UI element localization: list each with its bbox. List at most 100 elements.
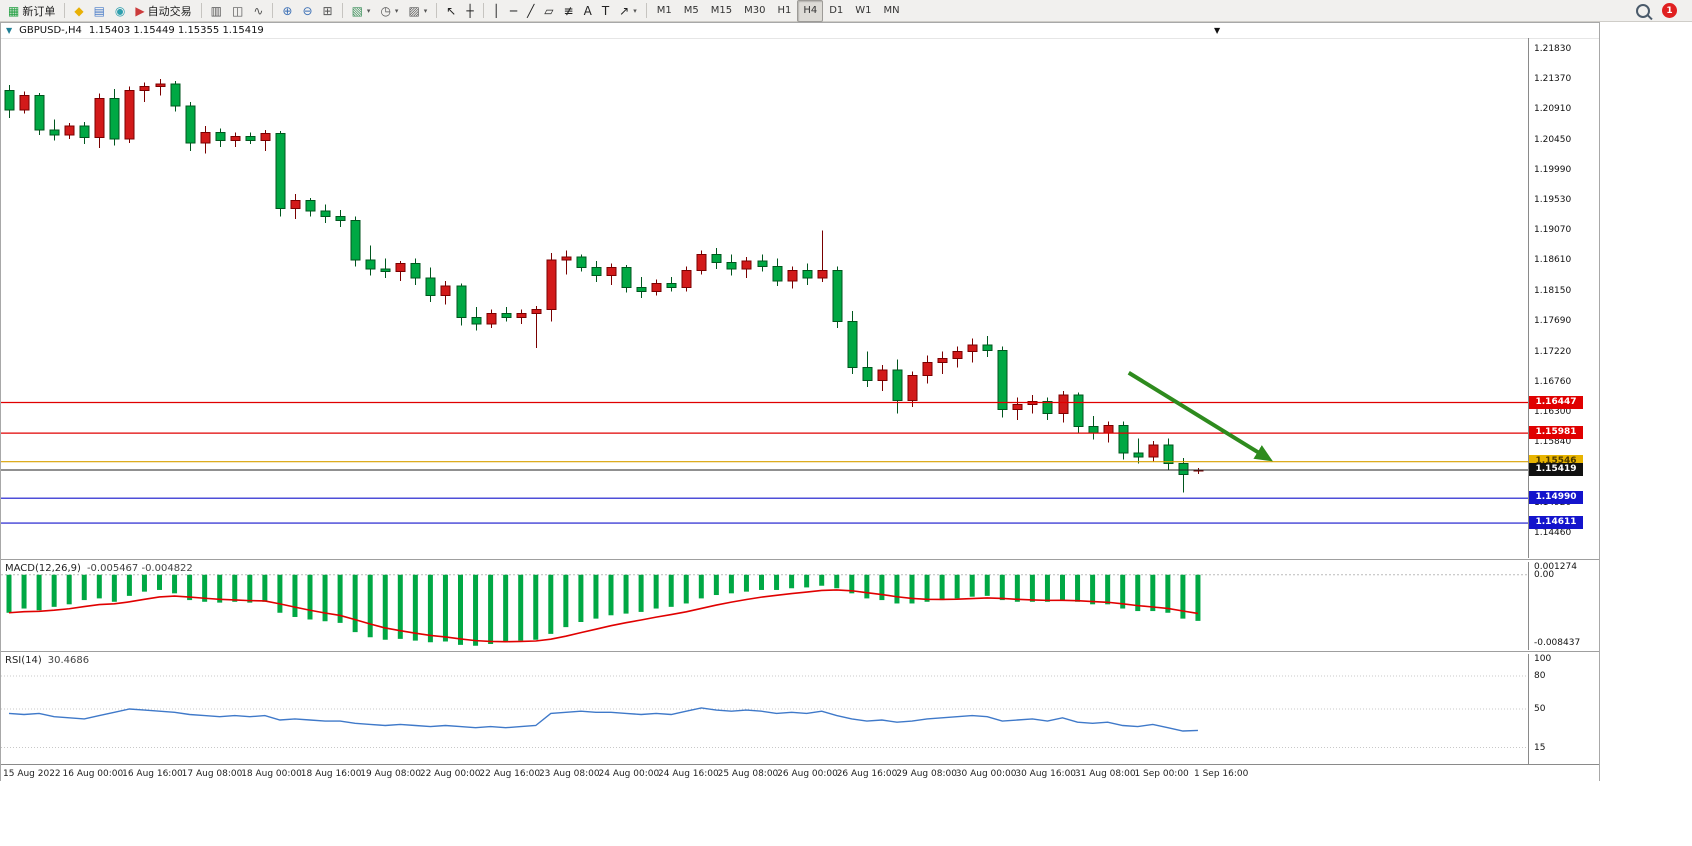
price-chart-area[interactable]: [1, 38, 1528, 558]
timeframe-w1-button[interactable]: W1: [855, 5, 872, 16]
zoom-out-button[interactable]: ⊖: [297, 0, 317, 22]
time-axis-label: 18 Aug 00:00: [241, 769, 302, 779]
macd-chart-area[interactable]: [1, 562, 1528, 650]
autotrade-button[interactable]: ▶ 自动交易: [130, 0, 196, 22]
macd-axis[interactable]: 0.001274 0.00 -0.008437: [1528, 562, 1601, 650]
time-axis-label: 24 Aug 00:00: [598, 769, 660, 779]
templates-button[interactable]: ▨ ▾: [403, 0, 432, 22]
bar-chart-button[interactable]: ▥: [206, 0, 227, 22]
zoom-in-icon: ⊕: [282, 3, 293, 18]
timeframe-m5-button[interactable]: M5: [683, 5, 699, 16]
timeframe-h1-button[interactable]: H1: [777, 5, 792, 16]
candle: [456, 285, 467, 319]
vline-icon: │: [492, 3, 500, 18]
candle: [832, 269, 843, 323]
price-axis[interactable]: 1.21830 1.21370 1.20910 1.20450 1.19990 1.195…: [1528, 38, 1601, 558]
candle: [109, 97, 120, 140]
timeframe-m15-button[interactable]: M15: [710, 5, 733, 16]
chart-title: GBPUSD-,H4: [19, 25, 82, 36]
candle: [1042, 401, 1053, 414]
candle: [516, 313, 527, 319]
macd-histogram: [6, 574, 1201, 646]
candle: [847, 321, 858, 369]
toolbar-separator: [341, 3, 343, 18]
rsi-axis-label: 50: [1534, 704, 1546, 714]
macd-values: -0.005467 -0.004822: [86, 563, 193, 574]
arrows-tool[interactable]: ↗ ▾: [614, 0, 642, 22]
tile-windows-button[interactable]: ⊞: [318, 0, 338, 22]
candle: [696, 254, 707, 271]
rsi-label: RSI(14) 30.4686: [5, 655, 89, 666]
price-axis-label: 1.16760: [1534, 376, 1572, 387]
label-tool[interactable]: T: [597, 0, 614, 22]
cursor-icon: ↖: [446, 3, 457, 18]
timeframe-m1-button[interactable]: M1: [656, 5, 672, 16]
rsi-splitter[interactable]: [1, 651, 1599, 655]
arrow-icon: ↗: [619, 3, 630, 18]
candle: [395, 263, 406, 273]
time-axis-label: 31 Aug 08:00: [1074, 769, 1136, 779]
candle: [892, 369, 903, 401]
candles-layer: [4, 79, 1204, 493]
time-axis-label: 24 Aug 16:00: [658, 769, 719, 779]
timeframe-mn-button[interactable]: MN: [883, 5, 900, 16]
text-icon: A: [583, 3, 592, 18]
rsi-axis[interactable]: 100 80 50 15: [1528, 654, 1601, 764]
rsi-value: 30.4686: [47, 655, 90, 666]
chevron-down-icon[interactable]: ▼: [6, 26, 13, 35]
timeframe-m30-button[interactable]: M30: [744, 5, 766, 16]
price-badge: 1.15981: [1529, 426, 1583, 440]
trendline-tool[interactable]: ╱: [522, 0, 539, 22]
price-axis-label: 1.14460: [1534, 528, 1572, 538]
candle: [155, 83, 166, 87]
candlestick-icon: ◫: [231, 3, 244, 18]
candle: [501, 313, 512, 319]
candle: [636, 286, 647, 292]
candle: [1163, 444, 1174, 464]
crosshair-tool[interactable]: ┼: [461, 0, 478, 22]
cursor-tool[interactable]: ↖: [441, 0, 461, 22]
fibonacci-tool[interactable]: ≢: [559, 0, 579, 22]
candle: [290, 200, 301, 210]
timeframe-h4-button[interactable]: H4: [797, 0, 824, 22]
alerts-button[interactable]: ◆: [69, 0, 88, 22]
data-window-button[interactable]: ▤: [89, 0, 110, 22]
time-axis[interactable]: 15 Aug 2022 16 Aug 00:00 16 Aug 16:00 17 Au…: [1, 764, 1599, 783]
price-axis-label: 1.18610: [1534, 255, 1572, 266]
search-icon[interactable]: [1636, 3, 1650, 18]
channel-tool[interactable]: ▱: [539, 0, 558, 22]
time-axis-label: 1 Sep 00:00: [1134, 769, 1189, 779]
candle: [471, 317, 482, 325]
new-order-icon: ▦: [8, 3, 20, 18]
macd-splitter[interactable]: [1, 559, 1599, 563]
candle: [410, 263, 421, 279]
candle: [1103, 424, 1114, 434]
autotrade-icon: ▶: [135, 3, 145, 18]
vertical-line-tool[interactable]: │: [488, 0, 505, 22]
candlestick-chart-button[interactable]: ◫: [227, 0, 248, 22]
chart-window: ▼ GBPUSD-,H4 1.15403 1.15449 1.15355 1.1…: [0, 22, 1601, 783]
bar-chart-icon: ▥: [210, 3, 222, 18]
candle: [1178, 462, 1189, 476]
periods-button[interactable]: ◷ ▾: [375, 0, 403, 22]
chart-shift-marker[interactable]: ▼: [1214, 26, 1221, 35]
candle: [170, 83, 181, 107]
candle: [19, 95, 30, 111]
horizontal-line-tool[interactable]: ─: [505, 0, 522, 22]
time-axis-label: 30 Aug 16:00: [1015, 769, 1077, 779]
community-button[interactable]: ◉: [110, 0, 130, 22]
new-order-button[interactable]: ▦ 新订单: [3, 0, 60, 22]
candle: [907, 374, 918, 401]
candle: [862, 367, 873, 382]
text-tool[interactable]: A: [579, 0, 597, 22]
line-chart-button[interactable]: ∿: [248, 0, 268, 22]
candle: [937, 357, 948, 363]
candle: [802, 269, 813, 279]
new-chart-button[interactable]: ▧ ▾: [347, 0, 376, 22]
zoom-in-button[interactable]: ⊕: [277, 0, 297, 22]
community-icon: ◉: [114, 3, 126, 18]
rsi-chart-area[interactable]: [1, 654, 1528, 764]
candle: [230, 135, 241, 141]
timeframe-d1-button[interactable]: D1: [829, 5, 844, 16]
notification-badge[interactable]: 1: [1662, 3, 1677, 18]
